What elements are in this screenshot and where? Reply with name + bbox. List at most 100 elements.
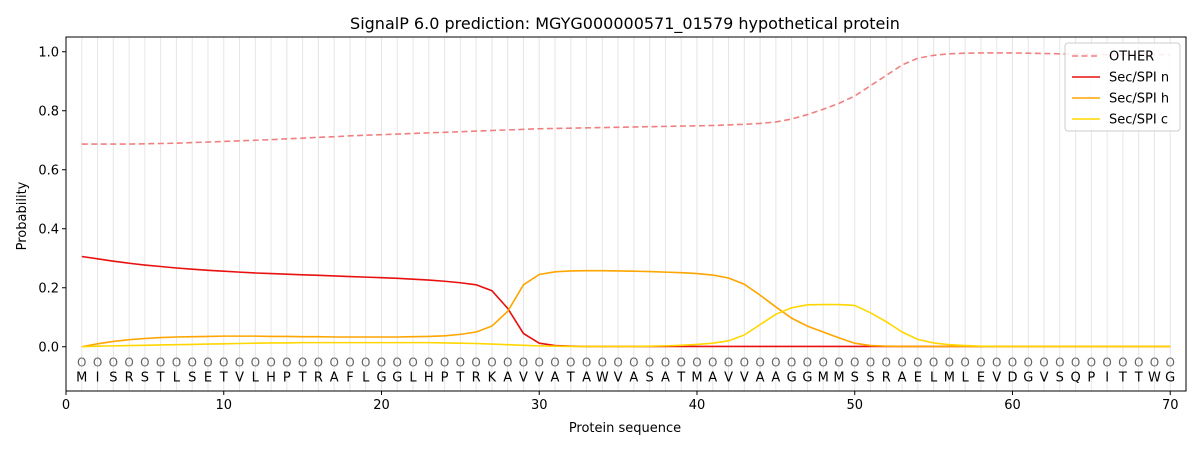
residue-letter: V xyxy=(535,370,544,385)
other-marker: O xyxy=(361,356,370,370)
residue-letter: I xyxy=(1105,370,1109,385)
residue-letter: S xyxy=(1056,370,1064,385)
residue-letter: Q xyxy=(1070,370,1080,385)
other-marker: O xyxy=(187,356,196,370)
residue-letter: M xyxy=(944,370,955,385)
residue-letter: M xyxy=(833,370,844,385)
other-marker: O xyxy=(377,356,386,370)
other-marker: O xyxy=(109,356,118,370)
residue-letter: E xyxy=(914,370,922,385)
residue-letter: W xyxy=(1148,370,1161,385)
other-marker: O xyxy=(408,356,417,370)
other-marker: O xyxy=(913,356,922,370)
residue-letter: V xyxy=(1040,370,1049,385)
series-line-sec-spi-n xyxy=(81,255,1171,348)
other-marker: O xyxy=(487,356,496,370)
residue-letter: P xyxy=(283,370,291,385)
other-marker: O xyxy=(93,356,102,370)
other-marker: O xyxy=(1055,356,1064,370)
x-tick-label: 0 xyxy=(62,398,70,413)
residue-letter: W xyxy=(596,370,609,385)
x-tick-label: 30 xyxy=(531,398,548,413)
residue-letter: S xyxy=(109,370,117,385)
residue-letter: H xyxy=(424,370,434,385)
legend-entry: Sec/SPI h xyxy=(1109,92,1169,107)
other-marker: O xyxy=(345,356,354,370)
residue-letter: A xyxy=(661,370,670,385)
residue-letter: K xyxy=(488,370,497,385)
residue-letter: A xyxy=(898,370,907,385)
x-axis-label: Protein sequence xyxy=(569,421,681,436)
y-tick-label: 0.0 xyxy=(38,340,59,355)
residue-letter: P xyxy=(441,370,449,385)
series-lines xyxy=(81,52,1171,348)
other-marker: O xyxy=(329,356,338,370)
plot-frame xyxy=(65,36,1187,392)
residue-letter: L xyxy=(252,370,260,385)
x-tick-label: 50 xyxy=(846,398,863,413)
residue-letter: T xyxy=(676,370,685,385)
other-marker: O xyxy=(124,356,133,370)
other-marker: O xyxy=(203,356,212,370)
series-line-sec-spi-h xyxy=(81,269,1171,348)
x-tick-label: 40 xyxy=(689,398,706,413)
residue-letter: A xyxy=(551,370,560,385)
other-marker: O xyxy=(803,356,812,370)
other-marker: O xyxy=(740,356,749,370)
residue-letter: V xyxy=(740,370,749,385)
other-marker: O xyxy=(550,356,559,370)
other-marker: O xyxy=(1134,356,1143,370)
other-marker: O xyxy=(1150,356,1159,370)
residue-letter: L xyxy=(362,370,370,385)
other-marker: O xyxy=(456,356,465,370)
legend-entry: Sec/SPI n xyxy=(1109,71,1169,86)
residue-letter: A xyxy=(771,370,780,385)
series-line-sec-spi-c xyxy=(81,303,1171,348)
other-marker: O xyxy=(818,356,827,370)
other-marker: O xyxy=(866,356,875,370)
other-marker: O xyxy=(503,356,512,370)
residue-letter: S xyxy=(141,370,149,385)
residue-letter: M xyxy=(76,370,87,385)
other-marker: O xyxy=(613,356,622,370)
other-marker: O xyxy=(929,356,938,370)
other-marker: O xyxy=(1024,356,1033,370)
residue-letter: R xyxy=(314,370,323,385)
residue-letter: T xyxy=(1118,370,1127,385)
other-marker: O xyxy=(1087,356,1096,370)
x-tick-label: 20 xyxy=(373,398,390,413)
other-marker: O xyxy=(945,356,954,370)
residue-letter: T xyxy=(455,370,464,385)
residue-letter: R xyxy=(882,370,891,385)
other-marker: O xyxy=(1165,356,1174,370)
residue-letter: G xyxy=(1023,370,1033,385)
other-marker: O xyxy=(1102,356,1111,370)
residue-letter: G xyxy=(787,370,797,385)
residue-letter: G xyxy=(392,370,402,385)
residue-letter: T xyxy=(156,370,165,385)
residue-letter: I xyxy=(96,370,100,385)
other-marker: O xyxy=(724,356,733,370)
residue-letter: G xyxy=(802,370,812,385)
residue-letter: T xyxy=(1134,370,1143,385)
residue-letter: E xyxy=(204,370,212,385)
residue-letter: M xyxy=(691,370,702,385)
residue-letter: E xyxy=(977,370,985,385)
series-line-other xyxy=(81,52,1171,145)
other-marker: O xyxy=(692,356,701,370)
other-marker: O xyxy=(850,356,859,370)
other-marker: O xyxy=(519,356,528,370)
x-tick-label: 60 xyxy=(1004,398,1021,413)
residue-letter: G xyxy=(1165,370,1175,385)
other-marker: O xyxy=(755,356,764,370)
other-marker: O xyxy=(1008,356,1017,370)
chart-title: SignalP 6.0 prediction: MGYG000000571_01… xyxy=(350,14,900,34)
y-axis-label: Probability xyxy=(15,181,30,250)
legend-entry: OTHER xyxy=(1109,50,1154,65)
other-marker: O xyxy=(976,356,985,370)
other-marker: O xyxy=(314,356,323,370)
residue-letter: A xyxy=(629,370,638,385)
y-axis-ticks: 0.0 0.2 0.4 0.6 0.8 1.0 xyxy=(38,45,66,355)
other-marker: O xyxy=(787,356,796,370)
